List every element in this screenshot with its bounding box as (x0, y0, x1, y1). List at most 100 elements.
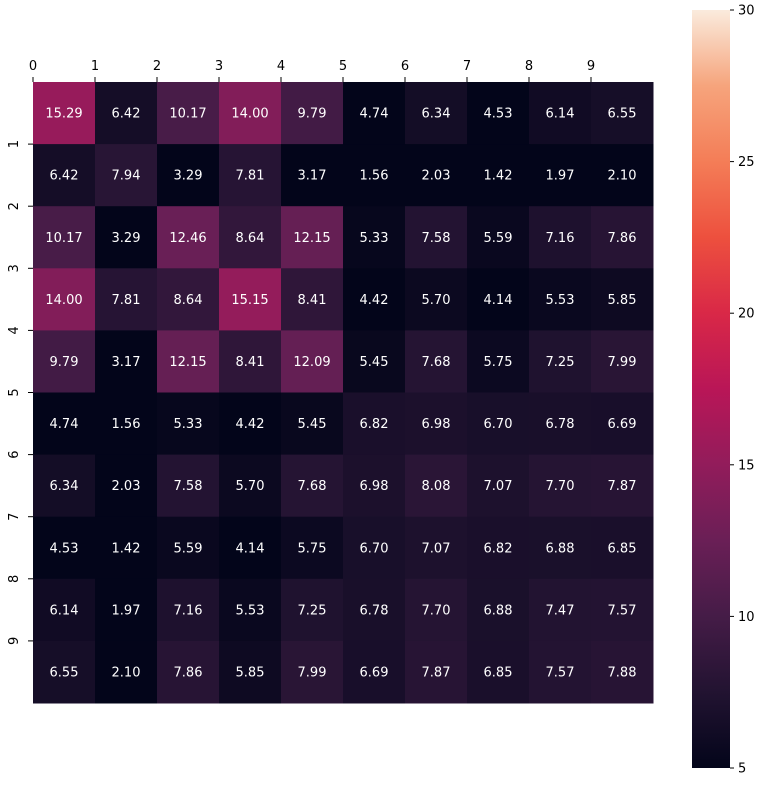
heatmap-cell (591, 578, 654, 642)
cell-label: 15.15 (231, 293, 268, 308)
heatmap-cell (281, 578, 344, 642)
heatmap-cell (95, 578, 158, 642)
y-axis: 1 2 3 4 5 6 7 8 9 (7, 140, 33, 645)
cell-label: 6.98 (422, 417, 451, 432)
cell-label: 6.69 (360, 665, 389, 680)
x-tick-label: 8 (525, 59, 533, 74)
heatmap-cell (281, 516, 344, 580)
cell-label: 1.56 (112, 417, 141, 432)
heatmap-cell (343, 268, 406, 331)
cell-label: 7.07 (422, 541, 451, 556)
cell-label: 2.03 (112, 479, 141, 494)
heatmap-cell (591, 144, 654, 207)
heatmap-cell (591, 330, 654, 393)
heatmap-cell (467, 82, 530, 145)
x-tick-label: 7 (463, 59, 471, 74)
y-tick-label: 8 (7, 575, 22, 583)
cell-label: 7.25 (546, 355, 575, 370)
heatmap-cell (529, 82, 592, 145)
cell-label: 5.45 (298, 417, 327, 432)
y-tick-label: 1 (7, 140, 22, 148)
heatmap-cell (467, 268, 530, 331)
heatmap-cell (33, 206, 96, 269)
heatmap-cell (281, 268, 344, 331)
heatmap-cell (405, 82, 468, 145)
cell-label: 4.53 (484, 107, 513, 122)
cell-label: 7.70 (422, 603, 451, 618)
heatmap-cell (157, 82, 220, 145)
heatmap-cell (591, 392, 654, 456)
heatmap-cell (281, 454, 344, 518)
cell-label: 7.07 (484, 479, 513, 494)
heatmap-cell (33, 578, 96, 642)
cell-label: 8.41 (236, 355, 265, 370)
heatmap-cell (467, 640, 530, 704)
heatmap-cell (95, 82, 158, 145)
heatmap-cell (157, 330, 220, 393)
cell-label: 6.55 (608, 107, 637, 122)
cell-label: 15.29 (45, 107, 82, 122)
heatmap-cell (405, 516, 468, 580)
cell-label: 5.70 (422, 293, 451, 308)
cell-label: 5.85 (608, 293, 637, 308)
heatmap-cell (405, 578, 468, 642)
cell-label: 7.58 (174, 479, 203, 494)
cell-label: 7.87 (608, 479, 637, 494)
y-tick-label: 6 (7, 450, 22, 458)
heatmap-cell (529, 454, 592, 518)
colorbar-tick-label: 5 (738, 762, 746, 777)
x-axis: 0 1 2 3 4 5 6 7 8 9 (29, 59, 595, 82)
cell-label: 1.97 (546, 169, 575, 184)
heatmap-cell (157, 206, 220, 269)
heatmap-cell (405, 640, 468, 704)
heatmap-cell (281, 206, 344, 269)
cell-label: 3.29 (174, 169, 203, 184)
heatmap-cell (343, 330, 406, 393)
cell-label: 8.08 (422, 479, 451, 494)
cell-label: 7.68 (422, 355, 451, 370)
heatmap-cell (529, 206, 592, 269)
heatmap-cell (405, 268, 468, 331)
cell-label: 9.79 (50, 355, 79, 370)
cell-label: 8.64 (236, 231, 265, 246)
heatmap-cell (33, 268, 96, 331)
heatmap-cell (405, 454, 468, 518)
heatmap-cell (467, 330, 530, 393)
cell-label: 5.53 (546, 293, 575, 308)
cell-label: 7.70 (546, 479, 575, 494)
heatmap-cell (157, 268, 220, 331)
x-tick-label: 3 (215, 59, 223, 74)
cell-label: 3.17 (112, 355, 141, 370)
x-tick-label: 5 (339, 59, 347, 74)
cell-label: 4.74 (50, 417, 79, 432)
cell-label: 2.03 (422, 169, 451, 184)
cell-label: 4.14 (236, 541, 265, 556)
heatmap-cell (157, 144, 220, 207)
heatmap-cell (467, 206, 530, 269)
heatmap-cell (343, 454, 406, 518)
cell-label: 7.81 (236, 169, 265, 184)
heatmap-cell (219, 268, 282, 331)
heatmap-cell (343, 640, 406, 704)
heatmap-cell (33, 516, 96, 580)
heatmap-cell (529, 578, 592, 642)
heatmap-cell (219, 640, 282, 704)
heatmap-cell (157, 392, 220, 456)
y-tick-label: 5 (7, 388, 22, 396)
cell-label: 5.33 (174, 417, 203, 432)
cell-label: 12.15 (169, 355, 206, 370)
heatmap-cell (405, 206, 468, 269)
cell-label: 5.85 (236, 665, 265, 680)
heatmap-cell (591, 206, 654, 269)
cell-label: 7.81 (112, 293, 141, 308)
heatmap-cell (529, 268, 592, 331)
cell-label: 3.17 (298, 169, 327, 184)
cell-label: 8.41 (298, 293, 327, 308)
heatmap-cell (33, 392, 96, 456)
heatmap-cell (33, 82, 96, 145)
cell-label: 6.34 (422, 107, 451, 122)
cell-label: 6.14 (50, 603, 79, 618)
cell-label: 5.33 (360, 231, 389, 246)
heatmap-cell (467, 392, 530, 456)
cell-label: 4.42 (360, 293, 389, 308)
